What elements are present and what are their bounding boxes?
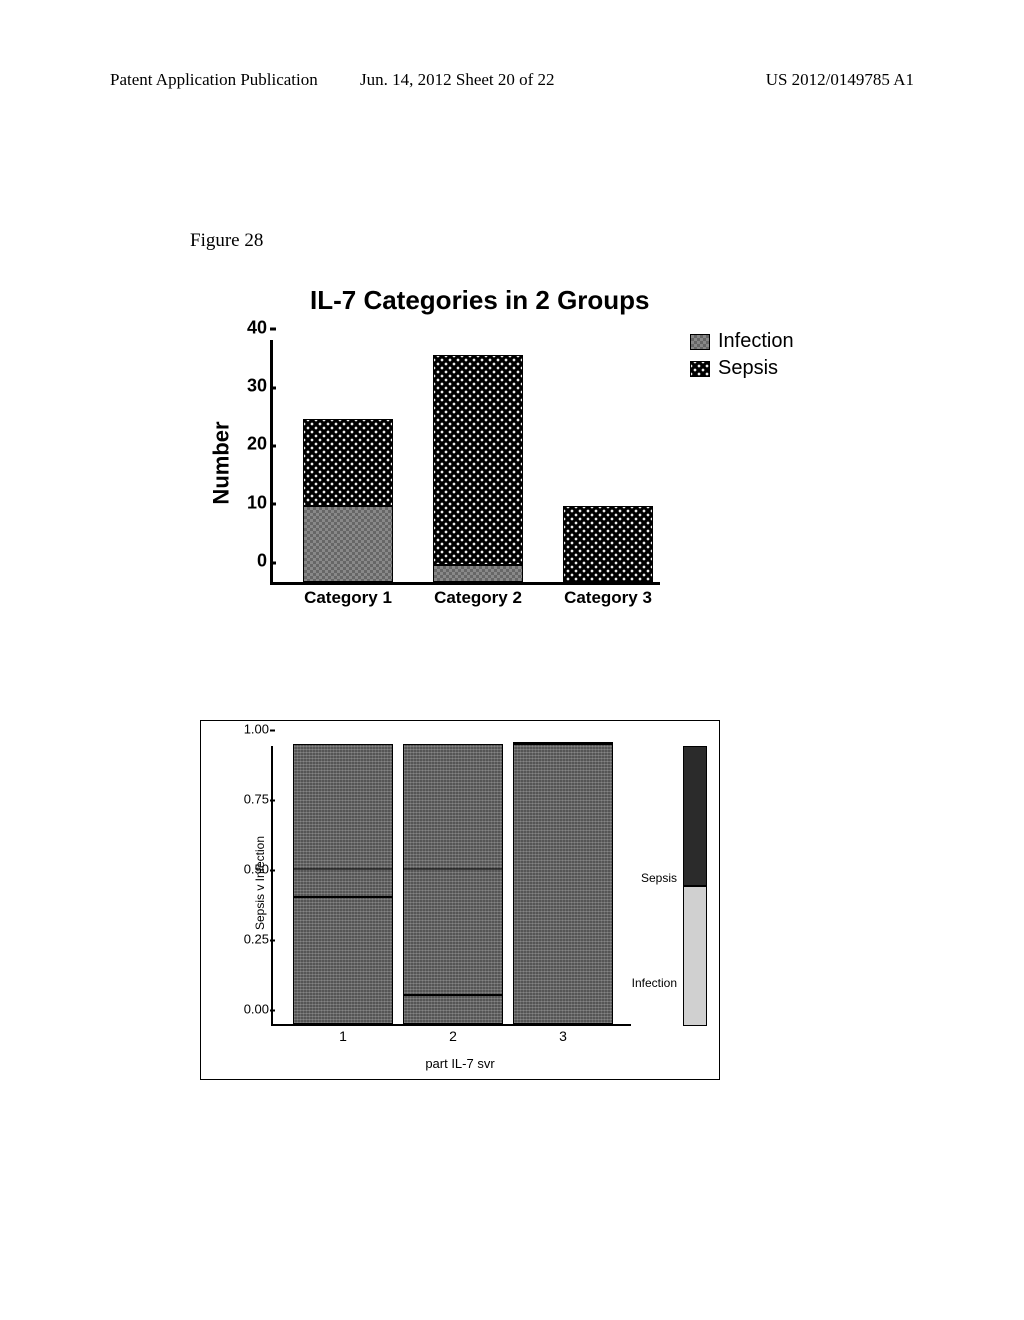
chart2-ytick: 0.75 (231, 792, 273, 807)
chart1-bar-seg-infection (433, 565, 523, 583)
header-left: Patent Application Publication (110, 70, 318, 90)
header-right: US 2012/0149785 A1 (766, 70, 914, 90)
chart2-band (513, 744, 613, 1024)
page-header: Patent Application Publication Jun. 14, … (0, 70, 1024, 90)
chart1-bar-seg-infection (303, 506, 393, 582)
chart2-x-axis-label: part IL-7 svr (201, 1056, 719, 1071)
chart2-plot-wrapper: Sepsis v Infection 0.000.250.500.751.001… (271, 746, 631, 1026)
chart1-xlabel: Category 1 (288, 582, 408, 608)
chart1-bar-seg-sepsis (563, 506, 653, 582)
chart2-xtick: 1 (339, 1024, 347, 1044)
chart1-ytick: 20 (233, 434, 273, 455)
chart1-bar-chart: Number 010203040Category 1Category 2Cate… (230, 330, 710, 620)
chart2-band (293, 744, 393, 1024)
chart1-y-axis-label: Number (209, 421, 235, 504)
chart1-bar-seg-sepsis (433, 355, 523, 565)
legend-swatch-sepsis (690, 361, 710, 377)
chart1-legend: Infection Sepsis (690, 330, 794, 384)
figure-label: Figure 28 (190, 230, 263, 252)
chart2-ytick: 1.00 (231, 722, 273, 737)
chart2-container: Sepsis v Infection 0.000.250.500.751.001… (200, 720, 720, 1080)
chart2-label-infection: Infection (632, 976, 677, 990)
chart2-band-upperline (513, 742, 613, 744)
chart2-band-upperline (293, 868, 393, 870)
chart2-ytick: 0.50 (231, 862, 273, 877)
legend-label-sepsis: Sepsis (718, 357, 778, 380)
chart1-bar-seg-sepsis (303, 419, 393, 507)
chart2-band (403, 744, 503, 1024)
chart2-xtick: 2 (449, 1024, 457, 1044)
chart2-band-divider (403, 994, 503, 996)
chart2-plot-area: 0.000.250.500.751.00123 (271, 746, 631, 1026)
chart2-y-axis-label: Sepsis v Infection (253, 836, 267, 930)
chart1-title: IL-7 Categories in 2 Groups (310, 285, 650, 316)
legend-label-infection: Infection (718, 330, 794, 353)
chart1-xlabel: Category 3 (548, 582, 668, 608)
chart1-ytick: 40 (233, 317, 273, 338)
chart1-plot-area: 010203040Category 1Category 2Category 3 (270, 340, 660, 585)
chart2-band-divider (293, 896, 393, 898)
chart2-legend-swatch-bottom (683, 886, 707, 1026)
chart2-ytick: 0.25 (231, 932, 273, 947)
chart1-ytick: 0 (233, 551, 273, 572)
legend-swatch-infection (690, 334, 710, 350)
chart2-ytick: 0.00 (231, 1002, 273, 1017)
header-mid: Jun. 14, 2012 Sheet 20 of 22 (360, 70, 555, 90)
chart1-xlabel: Category 2 (418, 582, 538, 608)
chart2-label-sepsis: Sepsis (641, 871, 677, 885)
chart1-ytick: 30 (233, 376, 273, 397)
chart1-ytick: 10 (233, 492, 273, 513)
chart2-band-upperline (403, 868, 503, 870)
chart2-xtick: 3 (559, 1024, 567, 1044)
chart2-legend-swatch-top (683, 746, 707, 886)
chart2-legend-bar (683, 746, 707, 1026)
